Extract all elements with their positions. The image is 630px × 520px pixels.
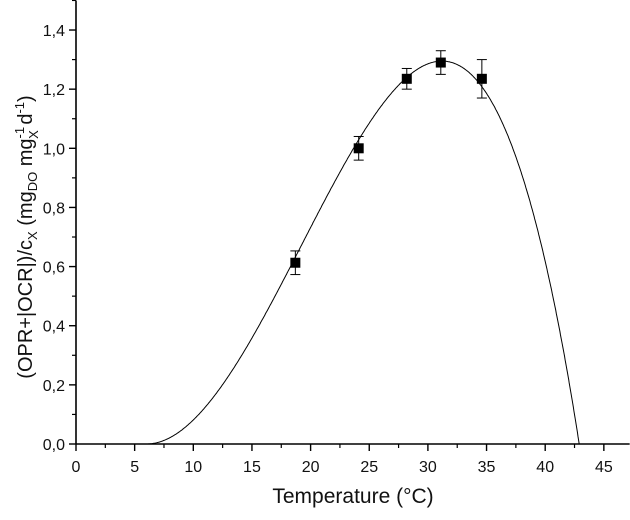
x-tick-label: 0 [72,459,81,476]
y-axis-label: (OPR+|OCR|)/cX (mgDO mg-1X d-1) [12,95,41,378]
x-tick-label: 20 [302,459,320,476]
x-tick-label: 45 [595,459,613,476]
x-tick-label: 40 [536,459,554,476]
data-points [290,50,487,276]
data-point [476,73,487,84]
data-point [401,73,412,84]
y-tick-label: 0,6 [43,260,65,277]
y-tick-label: 0,0 [43,437,65,454]
axes: 0 5 10 15 20 25 30 35 40 45 0,0 0,2 0,4 0,6 0,8 1,0 1,2 1… [43,0,630,476]
x-tick-label: 30 [419,459,437,476]
y-tick-label: 1,2 [43,82,65,99]
fit-curve [146,60,580,445]
x-tick-label: 25 [360,459,378,476]
x-tick-label: 15 [243,459,261,476]
data-point [290,257,301,268]
y-tick-label: 1,0 [43,141,65,158]
y-tick-label: 0,8 [43,200,65,217]
x-axis-label: Temperature (°C) [272,485,433,508]
x-tick-label: 10 [184,459,202,476]
y-tick-label: 0,2 [43,378,65,395]
y-tick-label: 1,4 [43,23,65,40]
x-tick-label: 5 [130,459,139,476]
x-tick-label: 35 [478,459,496,476]
data-point [435,57,446,68]
y-tick-label: 0,4 [43,319,65,336]
fit-curve-group [146,60,580,445]
data-point [353,143,364,154]
